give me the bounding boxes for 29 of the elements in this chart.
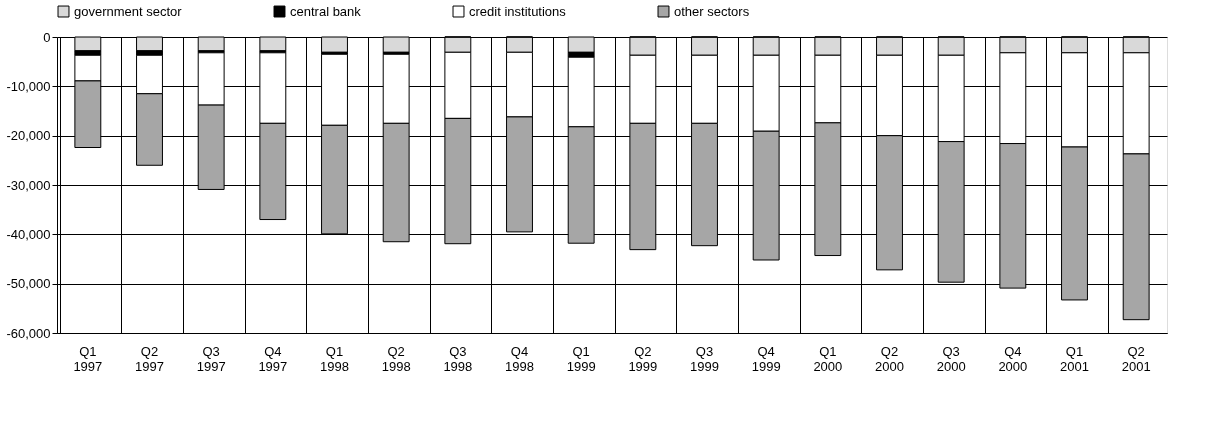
y-tick-label: -40,000 bbox=[6, 226, 51, 242]
legend-label: other sectors bbox=[674, 3, 750, 19]
x-tick-label: Q3 1999 bbox=[690, 343, 719, 374]
y-tick-label: 0 bbox=[43, 29, 51, 45]
x-tick-label: Q4 1999 bbox=[751, 343, 781, 374]
x-tick-label: Q2 1999 bbox=[628, 343, 658, 374]
x-tick-label: Q1 2001 bbox=[1060, 343, 1089, 374]
y-tick-label: -20,000 bbox=[6, 128, 51, 144]
x-tick-label: Q2 2000 bbox=[875, 343, 904, 374]
y-tick-label: -50,000 bbox=[6, 276, 51, 292]
x-tick-label: Q2 2001 bbox=[1121, 343, 1151, 374]
x-tick-label: Q1 2000 bbox=[813, 343, 843, 374]
x-tick-label: Q2 1997 bbox=[135, 343, 164, 374]
x-tick-label: Q1 1997 bbox=[73, 343, 103, 374]
x-tick-label: Q1 1998 bbox=[320, 343, 349, 374]
x-tick-label: Q3 1997 bbox=[196, 343, 226, 374]
x-tick-label: Q4 1997 bbox=[258, 343, 288, 374]
x-tick-label: Q2 1998 bbox=[381, 343, 411, 374]
x-tick-label: Q3 1998 bbox=[443, 343, 473, 374]
y-tick-label: -60,000 bbox=[6, 325, 51, 341]
x-tick-label: Q4 2000 bbox=[998, 343, 1028, 374]
x-tick-label: Q3 2000 bbox=[936, 343, 966, 374]
legend-label: central bank bbox=[290, 3, 362, 19]
x-tick-label: Q4 1998 bbox=[505, 343, 534, 374]
y-tick-label: -30,000 bbox=[6, 177, 51, 193]
legend-label: government sector bbox=[74, 3, 183, 19]
x-tick-label: Q1 1999 bbox=[566, 343, 596, 374]
legend-label: credit institutions bbox=[469, 3, 567, 19]
y-tick-label: -10,000 bbox=[6, 78, 51, 94]
